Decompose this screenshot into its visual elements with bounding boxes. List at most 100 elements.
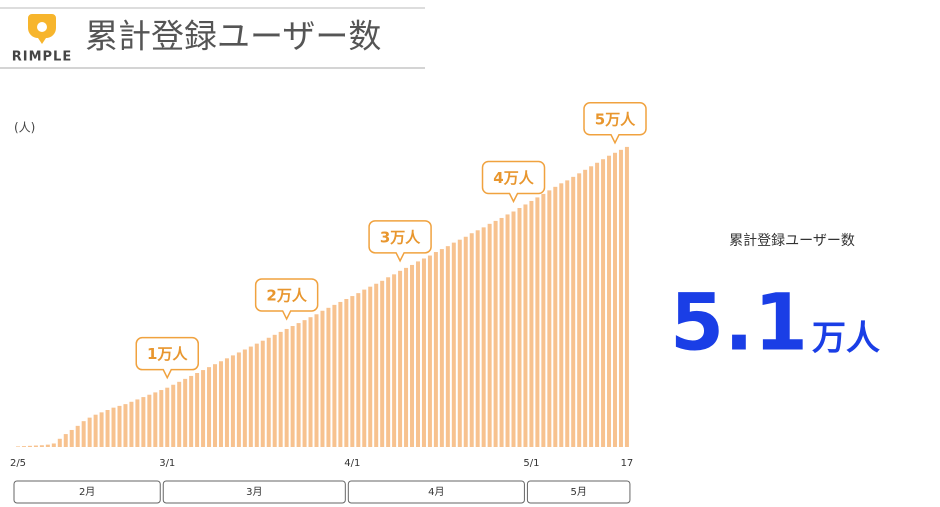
bar <box>618 149 623 447</box>
month-label: 4月 <box>428 486 444 498</box>
x-tick-label: 2/5 <box>10 458 26 469</box>
bar <box>33 445 38 447</box>
bar <box>21 446 26 447</box>
bar <box>601 159 606 447</box>
bar <box>374 283 379 447</box>
bar <box>344 299 349 447</box>
bar <box>511 211 516 447</box>
bar <box>463 236 468 447</box>
bar <box>278 331 283 447</box>
bar <box>27 445 32 447</box>
callout <box>481 160 546 204</box>
bar <box>505 214 510 447</box>
bar <box>624 146 629 448</box>
bar <box>254 343 259 447</box>
bar <box>386 277 391 447</box>
callout <box>254 278 319 321</box>
bar <box>45 444 50 447</box>
bar <box>183 378 188 447</box>
bar <box>392 274 397 447</box>
bar <box>421 258 426 447</box>
bar <box>338 301 343 447</box>
bar <box>415 261 420 447</box>
bar <box>296 323 301 447</box>
bar <box>87 417 92 447</box>
bar <box>39 445 44 447</box>
bar <box>433 252 438 447</box>
bar <box>583 169 588 448</box>
bar <box>565 180 570 448</box>
bar <box>559 183 564 447</box>
summary-label: 累計登録ユーザー数 <box>729 233 855 249</box>
logo-text: RIMPLE <box>12 50 72 65</box>
bar <box>99 412 104 447</box>
month-box <box>13 480 161 504</box>
bar <box>547 190 552 447</box>
bar <box>75 425 80 447</box>
bar <box>242 349 247 447</box>
month-box <box>526 480 631 504</box>
bar <box>607 155 612 448</box>
bar <box>535 197 540 447</box>
bar <box>320 310 325 447</box>
bar <box>111 407 116 447</box>
bar <box>272 334 277 447</box>
bar <box>51 443 56 447</box>
bar <box>266 337 271 447</box>
bar <box>16 446 20 447</box>
y-axis-label: (人) <box>14 121 35 135</box>
x-tick-label: 3/1 <box>159 458 175 469</box>
bar <box>224 358 229 447</box>
summary-unit: 万人 <box>812 319 880 359</box>
bar <box>57 438 62 447</box>
bar <box>105 410 110 447</box>
bar <box>195 373 200 447</box>
bar <box>589 166 594 447</box>
bar <box>523 204 528 447</box>
bar <box>159 390 164 447</box>
bar <box>207 367 212 447</box>
bar <box>189 375 194 447</box>
bar <box>541 193 546 447</box>
bar <box>571 176 576 447</box>
bar <box>410 264 415 447</box>
bar <box>332 304 337 447</box>
bar <box>117 405 122 447</box>
bar <box>213 364 218 447</box>
bar <box>129 401 134 447</box>
bar <box>451 242 456 447</box>
bar <box>153 392 158 447</box>
bar <box>529 200 534 447</box>
logo-icon <box>28 14 56 44</box>
bar <box>553 186 558 447</box>
bar <box>499 217 504 447</box>
bar <box>362 289 367 447</box>
callout <box>583 102 647 145</box>
bar <box>123 404 128 447</box>
bar <box>81 421 86 447</box>
callout <box>135 336 199 380</box>
month-box <box>347 480 525 504</box>
callout-label: 1万人 <box>147 345 188 363</box>
bar <box>595 162 600 447</box>
bar <box>177 381 182 447</box>
callout-label: 4万人 <box>493 169 534 187</box>
page-title: 累計登録ユーザー数 <box>85 17 381 56</box>
callout-label: 5万人 <box>595 110 636 128</box>
month-box <box>162 480 346 504</box>
bar <box>326 307 331 447</box>
bar <box>457 239 462 447</box>
callout-label: 2万人 <box>266 286 307 304</box>
bar <box>260 340 265 447</box>
bar <box>308 317 313 447</box>
bar <box>427 255 432 447</box>
bar <box>356 293 361 447</box>
callout-label: 3万人 <box>380 228 421 246</box>
month-label: 3月 <box>246 486 262 498</box>
bar <box>380 280 385 447</box>
bar <box>445 246 450 447</box>
bar <box>141 397 146 447</box>
bar <box>230 355 235 447</box>
